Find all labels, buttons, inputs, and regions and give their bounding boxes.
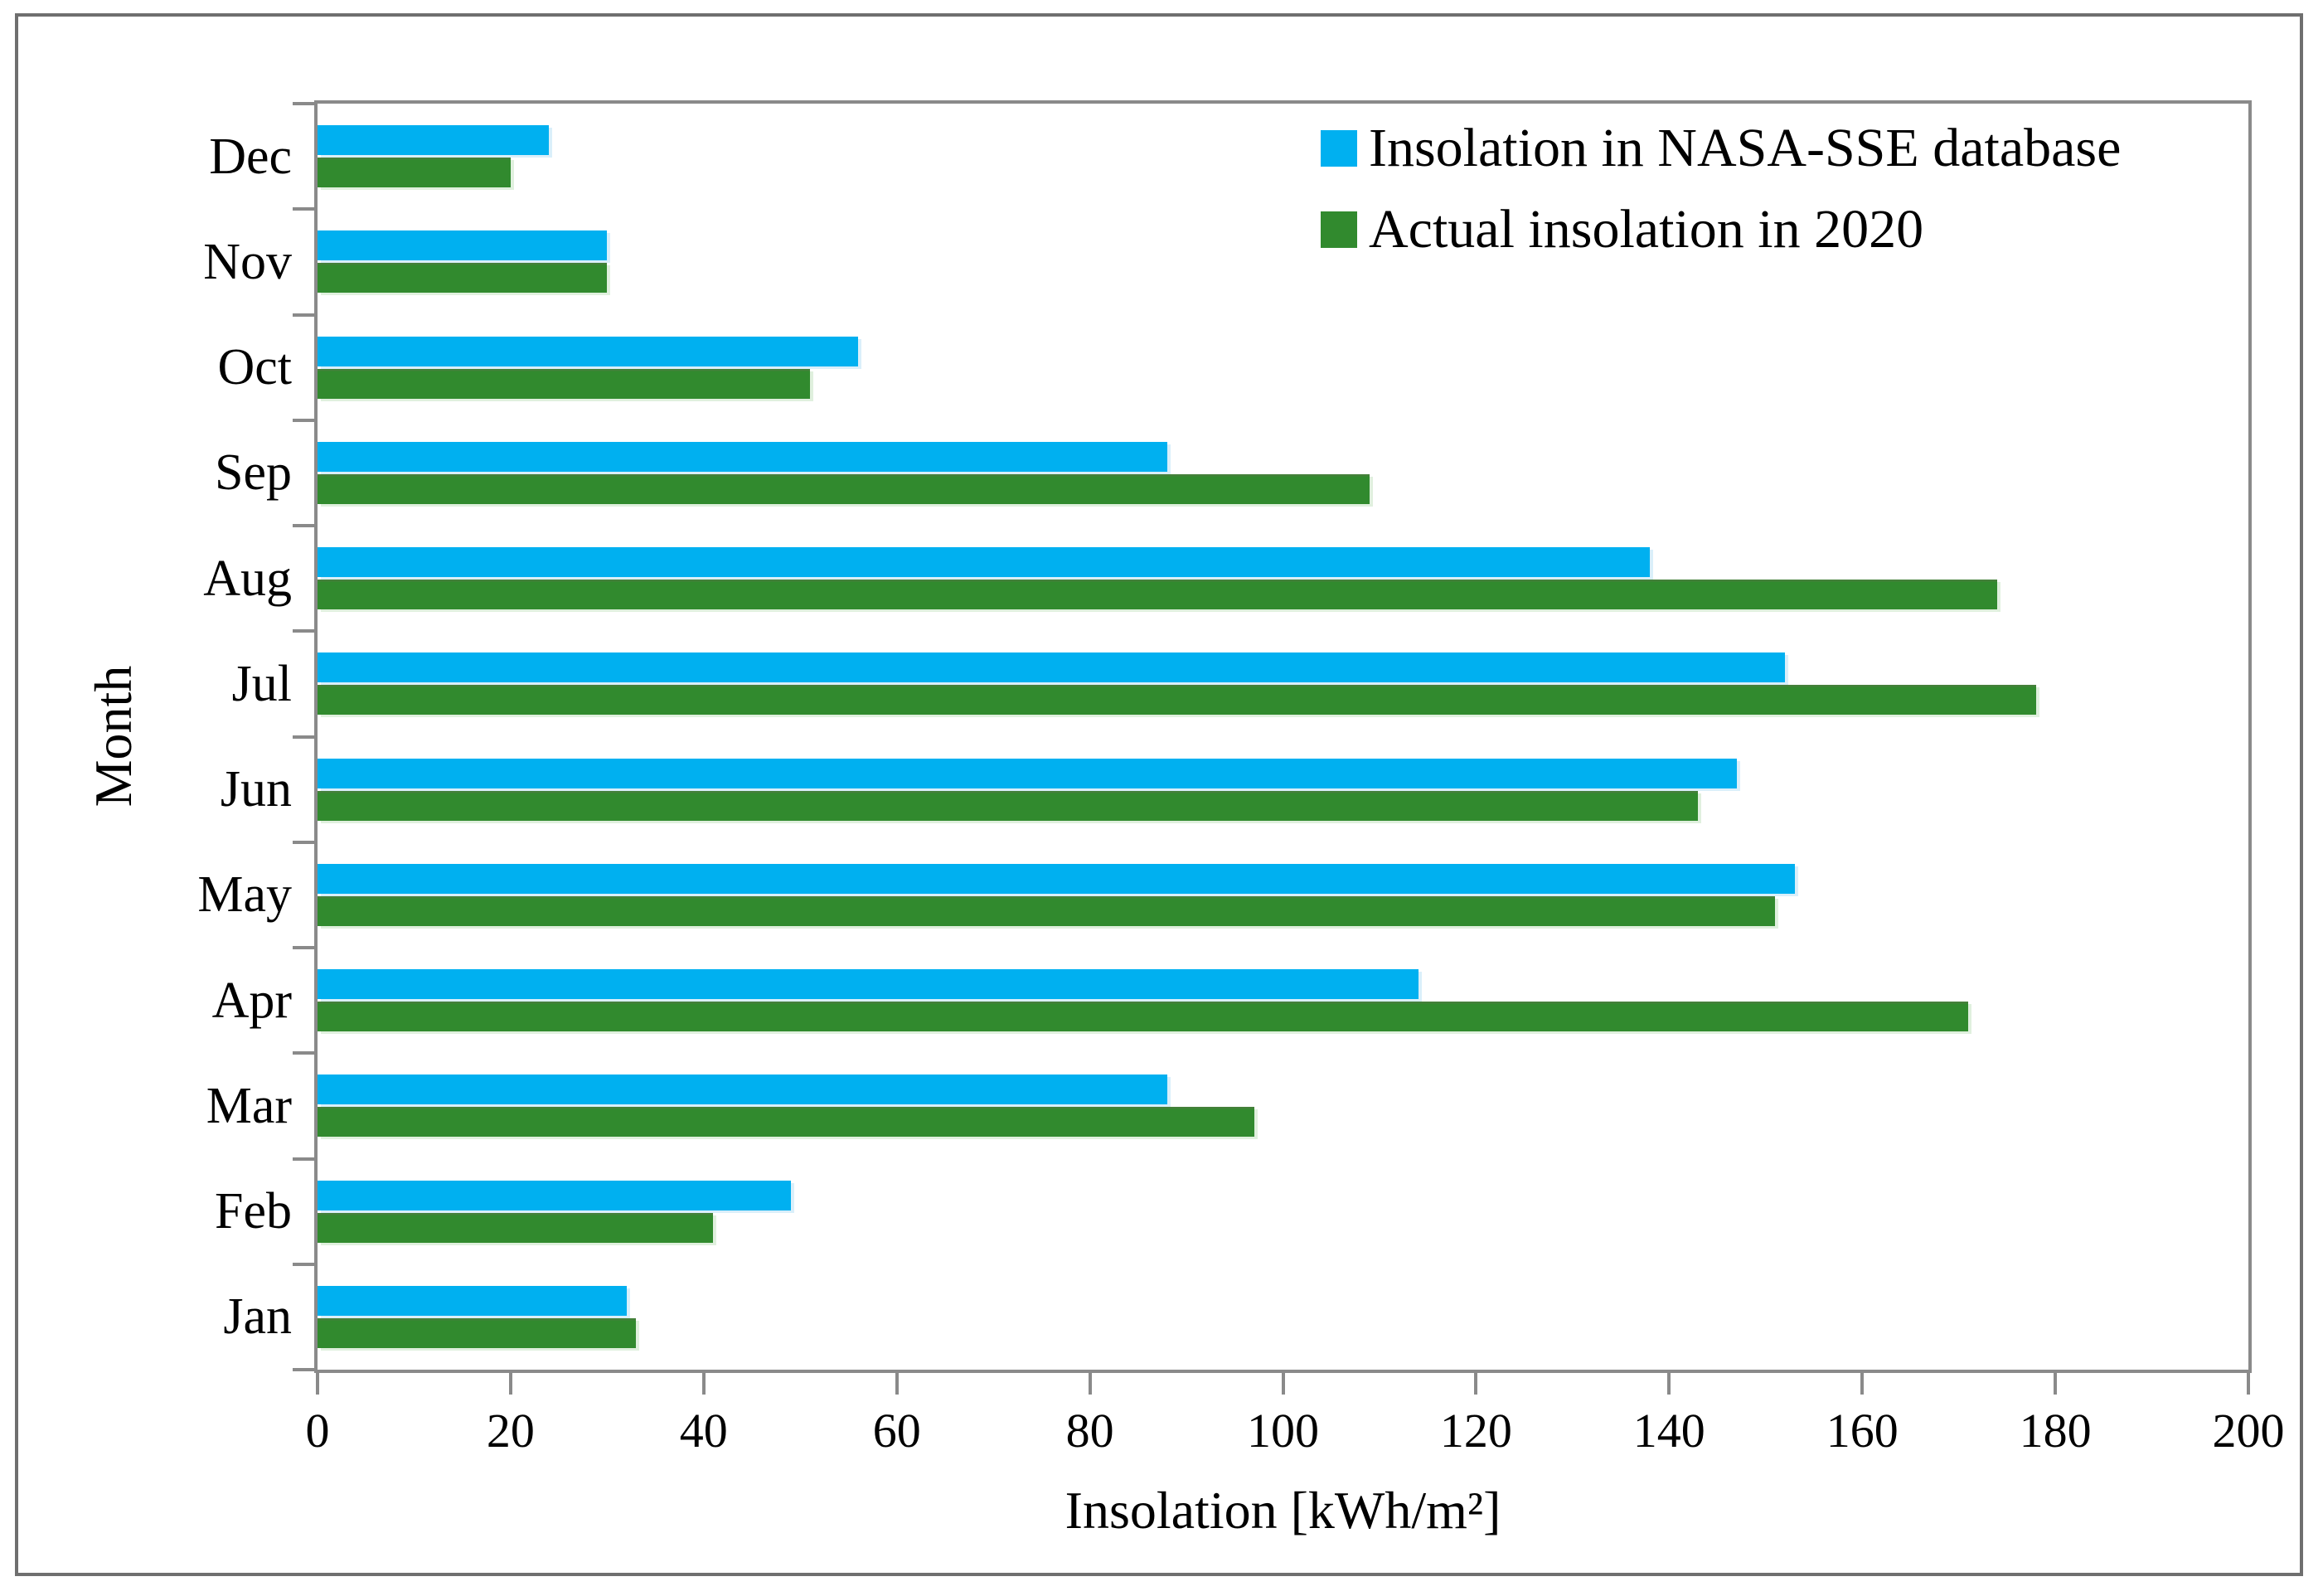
x-tick-label-80: 80: [1065, 1404, 1114, 1458]
y-axis-tick: [293, 524, 314, 527]
y-axis-tick: [293, 840, 314, 844]
x-axis-tick: [1088, 1373, 1092, 1395]
month-label-dec: Dec: [209, 128, 292, 185]
y-axis-tick: [293, 1051, 314, 1055]
legend-swatch-icon: [1321, 211, 1357, 248]
y-axis-tick: [293, 313, 314, 317]
category-row-jun: [318, 737, 2248, 842]
category-row-aug: [318, 526, 2248, 631]
bar-actual-2020-oct: [318, 368, 810, 399]
x-axis-tick: [508, 1373, 512, 1395]
y-axis-tick: [293, 102, 314, 105]
x-tick-label-200: 200: [2212, 1404, 2285, 1458]
y-axis-tick: [293, 1157, 314, 1161]
month-label-nov: Nov: [203, 233, 292, 290]
bar-nasa-sse-sep: [318, 441, 1167, 472]
category-row-apr: [318, 948, 2248, 1053]
x-axis-tick: [701, 1373, 706, 1395]
bar-nasa-sse-may: [318, 863, 1795, 894]
bar-nasa-sse-jun: [318, 758, 1737, 788]
x-axis-tick: [316, 1373, 319, 1395]
bar-actual-2020-jun: [318, 790, 1699, 821]
bar-nasa-sse-aug: [318, 547, 1650, 578]
month-label-oct: Oct: [217, 339, 292, 396]
legend-item-actual-2020: Actual insolation in 2020: [1321, 198, 2121, 261]
x-axis-tick: [2054, 1373, 2058, 1395]
x-tick-label-120: 120: [1439, 1404, 1512, 1458]
x-axis-tick: [895, 1373, 899, 1395]
bar-nasa-sse-jan: [318, 1285, 627, 1316]
bar-nasa-sse-oct: [318, 336, 859, 366]
x-axis-tick: [1667, 1373, 1671, 1395]
bar-actual-2020-mar: [318, 1107, 1254, 1138]
category-row-may: [318, 842, 2248, 948]
month-label-feb: Feb: [215, 1183, 292, 1240]
month-label-jun: Jun: [220, 761, 292, 818]
bar-nasa-sse-dec: [318, 125, 550, 156]
category-row-jul: [318, 631, 2248, 736]
month-label-sep: Sep: [215, 444, 292, 502]
figure-border: Insolation in NASA-SSE database Actual in…: [15, 13, 2303, 1576]
legend-item-nasa-sse: Insolation in NASA-SSE database: [1321, 117, 2121, 180]
x-tick-label-180: 180: [2019, 1404, 2092, 1458]
y-axis-tick: [293, 629, 314, 633]
category-row-nov: [318, 209, 2248, 314]
bar-actual-2020-jul: [318, 685, 2036, 716]
x-tick-label-100: 100: [1247, 1404, 1319, 1458]
month-label-apr: Apr: [211, 972, 292, 1029]
bar-actual-2020-apr: [318, 1002, 1969, 1032]
bar-actual-2020-dec: [318, 158, 511, 188]
bar-nasa-sse-nov: [318, 230, 608, 261]
category-row-dec: [318, 104, 2248, 209]
category-row-jan: [318, 1264, 2248, 1370]
y-axis-tick: [293, 207, 314, 211]
bar-actual-2020-sep: [318, 473, 1370, 504]
x-tick-label-20: 20: [486, 1404, 535, 1458]
category-row-sep: [318, 420, 2248, 526]
x-tick-label-60: 60: [872, 1404, 921, 1458]
bar-actual-2020-nov: [318, 263, 608, 293]
legend-label: Actual insolation in 2020: [1369, 199, 1924, 260]
legend-label: Insolation in NASA-SSE database: [1369, 118, 2122, 178]
x-axis-tick: [2247, 1373, 2250, 1395]
category-row-oct: [318, 315, 2248, 420]
month-label-aug: Aug: [203, 550, 292, 607]
bar-nasa-sse-apr: [318, 969, 1419, 1000]
category-row-feb: [318, 1159, 2248, 1264]
bar-nasa-sse-feb: [318, 1180, 791, 1210]
month-label-jul: Jul: [231, 655, 292, 712]
plot-area: Insolation in NASA-SSE database Actual in…: [293, 100, 2252, 1395]
bar-actual-2020-may: [318, 895, 1776, 926]
bar-actual-2020-jan: [318, 1317, 637, 1348]
bar-nasa-sse-jul: [318, 652, 1786, 683]
x-axis-title: Insolation [kWh/m²]: [1065, 1481, 1501, 1540]
month-label-may: May: [197, 866, 292, 924]
y-axis-tick: [293, 418, 314, 422]
x-axis-tick: [1860, 1373, 1865, 1395]
category-row-mar: [318, 1053, 2248, 1158]
y-axis-title: Month: [84, 665, 143, 808]
x-tick-label-40: 40: [679, 1404, 728, 1458]
month-label-jan: Jan: [223, 1288, 292, 1346]
x-axis-tick: [1474, 1373, 1478, 1395]
legend: Insolation in NASA-SSE database Actual in…: [1321, 117, 2121, 261]
x-tick-label-160: 160: [1826, 1404, 1899, 1458]
x-tick-label-140: 140: [1632, 1404, 1705, 1458]
bar-actual-2020-aug: [318, 580, 1998, 610]
y-axis-tick: [293, 1262, 314, 1266]
bar-nasa-sse-mar: [318, 1075, 1167, 1105]
legend-swatch-icon: [1321, 130, 1357, 167]
y-axis-tick: [293, 946, 314, 949]
x-tick-label-0: 0: [305, 1404, 330, 1458]
x-axis-tick: [1281, 1373, 1285, 1395]
month-label-mar: Mar: [206, 1077, 292, 1134]
y-axis-tick: [293, 1368, 314, 1371]
y-axis-tick: [293, 735, 314, 739]
bar-actual-2020-feb: [318, 1212, 714, 1243]
